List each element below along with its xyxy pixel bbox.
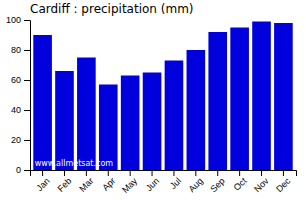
tick-label: Mar (77, 176, 95, 194)
bar (33, 35, 52, 170)
tick-label: 20 (11, 135, 21, 145)
tick-mark (217, 170, 218, 176)
tick: Aug (186, 170, 204, 194)
tick-mark (24, 20, 30, 21)
tick: 0 (16, 165, 30, 175)
bar (187, 50, 206, 170)
tick-mark (152, 170, 153, 176)
axis-line (31, 171, 297, 177)
tick-label: Sep (208, 176, 226, 194)
tick: 20 (11, 135, 30, 145)
tick: Feb (55, 170, 73, 194)
tick-mark (42, 170, 43, 176)
tick-mark (24, 80, 30, 81)
bar (55, 71, 74, 170)
tick-mark (86, 170, 87, 176)
tick: Dec (274, 170, 293, 194)
tick-label: Jul (168, 176, 183, 191)
tick-mark (261, 170, 262, 176)
watermark: www.allmetsat.com (35, 159, 114, 168)
tick-mark (24, 170, 30, 171)
tick-label: May (120, 175, 139, 194)
axis-line (24, 21, 31, 171)
tick: Jul (168, 170, 183, 191)
tick-mark (24, 50, 30, 51)
tick-label: 60 (11, 75, 21, 85)
tick-label: Jan (34, 176, 51, 193)
plot: 0 20 40 60 80 100 JanFebMar AprMay Jun JulAugSep O… (6, 15, 297, 195)
bar (77, 58, 96, 171)
tick: Oct (232, 170, 249, 193)
bar (121, 76, 140, 171)
tick-mark (195, 170, 196, 176)
tick: Apr (100, 170, 117, 193)
tick: Mar (77, 170, 95, 194)
bars (33, 22, 292, 171)
y-axis: 0 20 40 60 80 100 (6, 15, 31, 175)
tick-mark (130, 170, 131, 176)
bar (274, 23, 293, 170)
bar (252, 22, 271, 171)
tick-mark (239, 170, 240, 176)
tick-mark (283, 170, 284, 176)
tick: Sep (208, 170, 226, 194)
tick: 60 (11, 75, 30, 85)
tick-label: 100 (6, 15, 21, 25)
tick-mark (24, 140, 30, 141)
tick-label: Dec (274, 175, 293, 194)
tick-label: Jun (144, 176, 161, 193)
tick: 40 (11, 105, 30, 115)
bar (99, 85, 118, 171)
tick-label: Feb (55, 176, 73, 194)
tick: 100 (6, 15, 30, 25)
tick: Jun (144, 170, 161, 193)
tick-label: Oct (232, 175, 249, 192)
tick-mark (108, 170, 109, 176)
bar (143, 73, 162, 171)
title: Cardiff : precipitation (mm) (30, 2, 194, 16)
tick: 80 (11, 45, 30, 55)
tick: Nov (252, 170, 271, 194)
tick-mark (24, 110, 30, 111)
tick-label: Nov (252, 175, 271, 194)
x-axis: JanFebMar AprMay Jun JulAugSep OctNovDec (31, 170, 297, 195)
bar (165, 61, 184, 171)
tick-label: 0 (16, 165, 21, 175)
bar (208, 32, 227, 170)
tick: May (120, 170, 139, 195)
tick: Jan (34, 170, 51, 193)
bar (230, 28, 249, 171)
tick-label: Apr (100, 176, 117, 193)
tick-mark (173, 170, 174, 176)
tick-mark (64, 170, 65, 176)
chart: 0 20 40 60 80 100 JanFebMar AprMay Jun JulAugSep O… (0, 0, 306, 200)
tick-label: 40 (11, 105, 21, 115)
tick-label: Aug (186, 176, 204, 194)
tick-label: 80 (11, 45, 21, 55)
